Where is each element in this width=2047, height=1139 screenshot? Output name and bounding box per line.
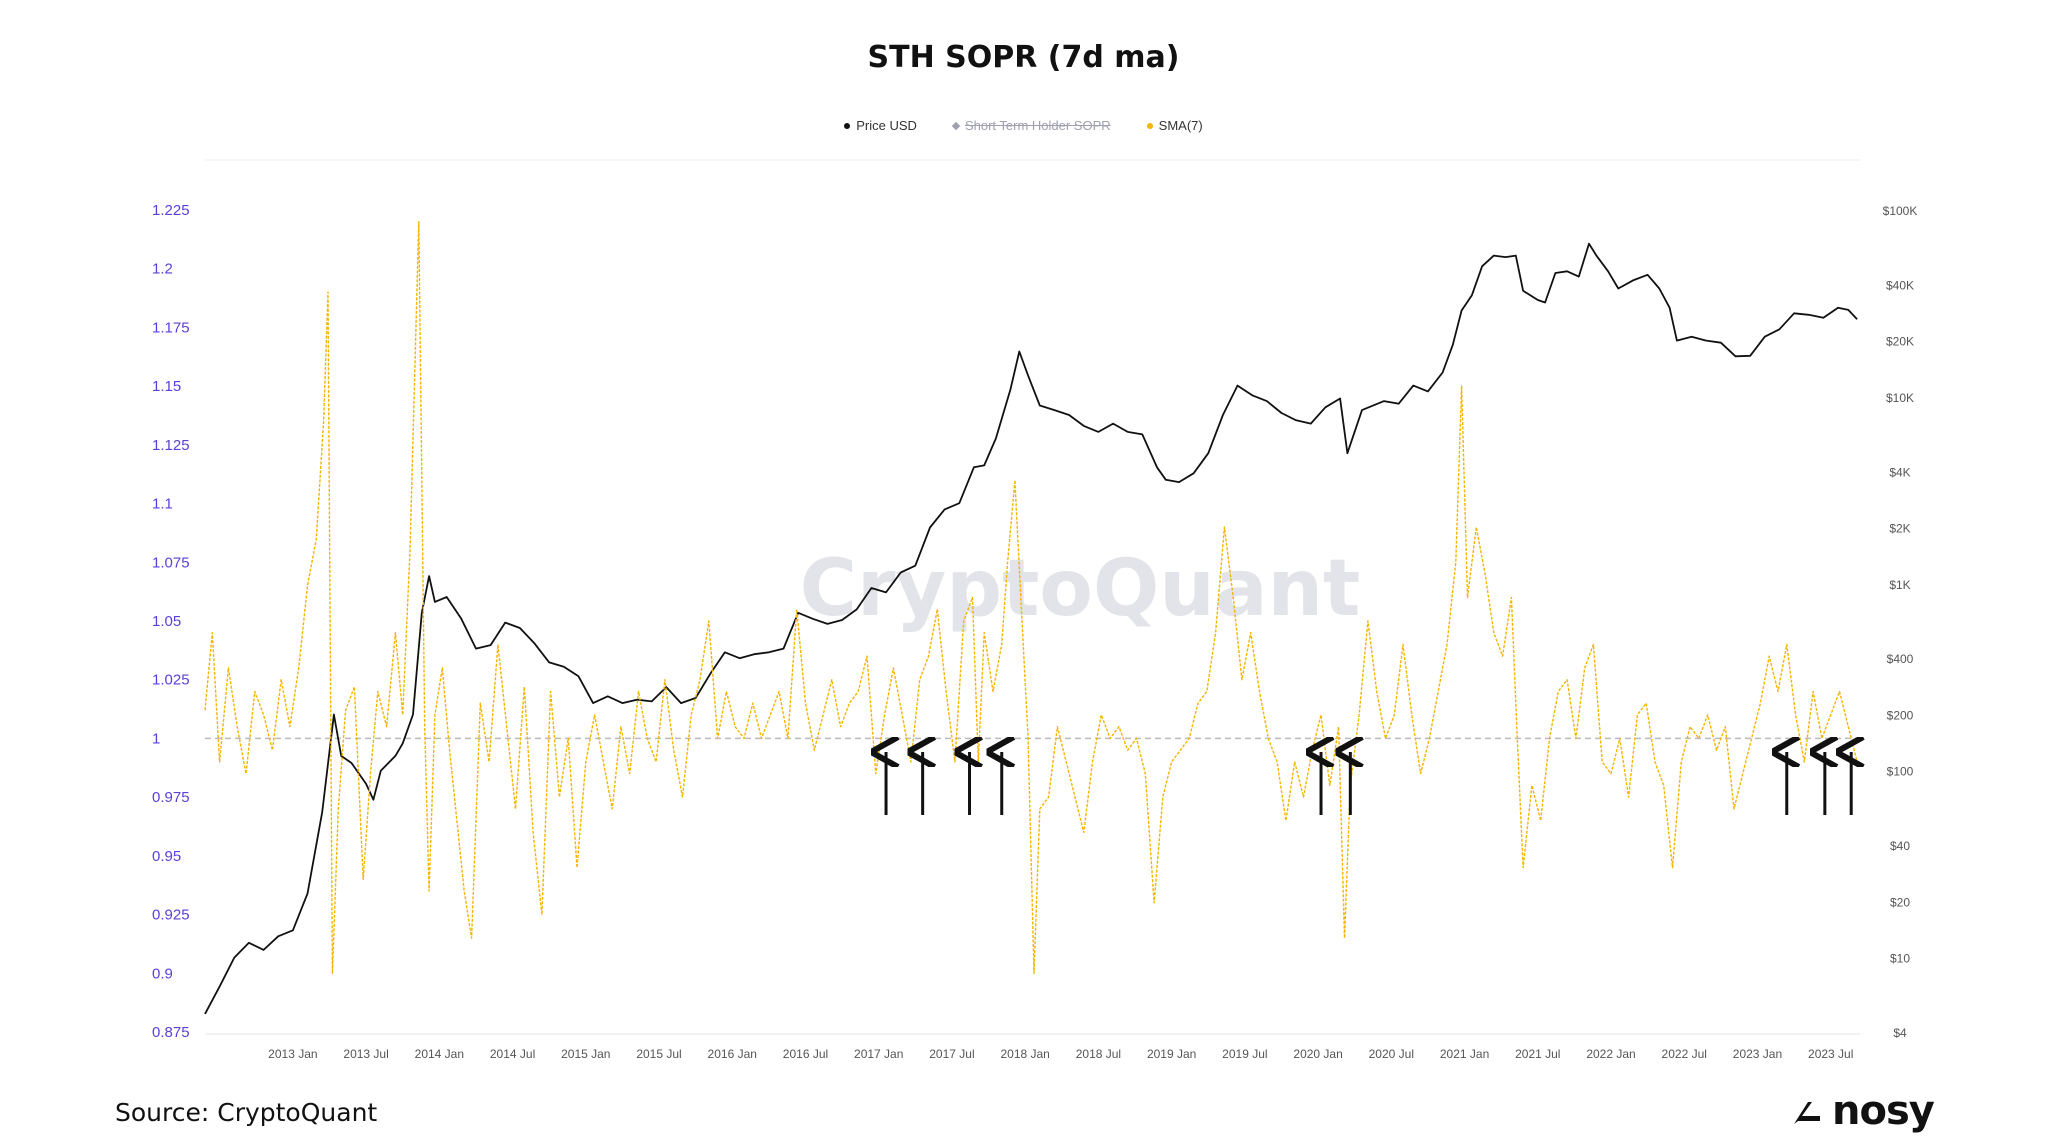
x-tick-label: 2018 Jul	[1076, 1047, 1121, 1061]
right-tick-label: $100	[1887, 765, 1914, 779]
right-tick-label: $100K	[1883, 204, 1918, 218]
right-tick-label: $40	[1890, 839, 1910, 853]
left-tick-label: 0.875	[152, 1024, 190, 1041]
legend-price-marker	[844, 122, 851, 129]
x-tick-label: 2018 Jan	[1000, 1047, 1049, 1061]
legend-item-sma7[interactable]: SMA(7)	[1146, 118, 1203, 133]
left-tick-label: 1.05	[152, 613, 181, 630]
right-tick-label: $10	[1890, 952, 1910, 966]
legend-item-sth-sopr[interactable]: Short Term Holder SOPR	[951, 118, 1111, 133]
x-tick-label: 2022 Jan	[1586, 1047, 1635, 1061]
legend-sth-sopr-label: Short Term Holder SOPR	[964, 118, 1111, 133]
x-tick-label: 2023 Jan	[1733, 1047, 1782, 1061]
left-tick-label: 0.95	[152, 848, 181, 865]
x-tick-label: 2015 Jul	[636, 1047, 681, 1061]
legend-sma7-label: SMA(7)	[1158, 118, 1203, 133]
grid-lines	[205, 159, 1860, 1035]
left-axis: 1.225 1.2 1.175 1.15 1.125 1.1 1.075 1.05 1.025 1…	[152, 202, 190, 1041]
x-tick-label: 2022 Jul	[1662, 1047, 1707, 1061]
left-tick-label: 1.225	[152, 202, 190, 219]
right-tick-label: $1K	[1889, 578, 1910, 592]
series-line-sma-7-	[204, 221, 1858, 974]
arrow-annotations	[886, 752, 1851, 815]
x-tick-label: 2019 Jan	[1147, 1047, 1196, 1061]
x-tick-label: 2016 Jan	[708, 1047, 757, 1061]
x-tick-label: 2021 Jul	[1515, 1047, 1560, 1061]
right-tick-label: $10K	[1886, 391, 1914, 405]
left-tick-label: 1.025	[152, 672, 190, 689]
x-tick-label: 2020 Jul	[1369, 1047, 1414, 1061]
left-tick-label: 1.15	[152, 378, 181, 395]
x-tick-label: 2013 Jan	[268, 1047, 317, 1061]
x-tick-label: 2014 Jul	[490, 1047, 535, 1061]
x-tick-label: 2015 Jan	[561, 1047, 610, 1061]
left-tick-label: 1.125	[152, 437, 190, 454]
x-tick-label: 2016 Jul	[783, 1047, 828, 1061]
brand-logo: nosy	[1790, 1088, 1935, 1134]
x-tick-label: 2017 Jan	[854, 1047, 903, 1061]
x-tick-label: 2014 Jan	[415, 1047, 464, 1061]
right-tick-label: $2K	[1889, 522, 1910, 536]
x-tick-label: 2020 Jan	[1293, 1047, 1342, 1061]
left-tick-label: 1.1	[152, 496, 173, 513]
legend: Price USD Short Term Holder SOPR SMA(7)	[0, 118, 2047, 133]
left-tick-label: 0.9	[152, 965, 173, 982]
right-tick-label: $400	[1887, 652, 1914, 666]
legend-sma7-marker	[1146, 122, 1153, 129]
legend-sth-sopr-marker	[951, 121, 961, 130]
x-tick-label: 2017 Jul	[929, 1047, 974, 1061]
source-caption: Source: CryptoQuant	[115, 1098, 378, 1127]
left-tick-label: 1	[152, 730, 160, 747]
right-tick-label: $200	[1887, 708, 1914, 722]
left-tick-label: 0.925	[152, 907, 190, 924]
legend-price-label: Price USD	[856, 118, 917, 133]
right-tick-label: $4	[1893, 1026, 1907, 1040]
right-tick-label: $20	[1890, 895, 1910, 909]
x-tick-label: 2019 Jul	[1222, 1047, 1267, 1061]
x-axis: 2013 Jan 2013 Jul 2014 Jan 2014 Jul 2015 Jan…	[268, 1047, 1853, 1061]
series-line-price-usd	[204, 242, 1858, 1015]
left-tick-label: 1.075	[152, 554, 190, 571]
left-tick-label: 1.175	[152, 319, 190, 336]
series-group	[204, 221, 1858, 1015]
brand-name: nosy	[1832, 1088, 1935, 1134]
left-tick-label: 1.2	[152, 261, 173, 278]
x-tick-label: 2013 Jul	[343, 1047, 388, 1061]
chart-title: STH SOPR (7d ma)	[867, 40, 1180, 75]
watermark: CryptoQuant	[800, 544, 1361, 634]
right-axis: $100K $40K $20K $10K $4K $2K $1K $400 $200 $100 $4…	[1883, 204, 1918, 1040]
left-tick-label: 0.975	[152, 789, 190, 806]
legend-item-price[interactable]: Price USD	[844, 118, 917, 133]
nosy-logo-icon	[1794, 1102, 1820, 1124]
x-tick-label: 2023 Jul	[1808, 1047, 1853, 1061]
right-tick-label: $4K	[1889, 465, 1910, 479]
right-tick-label: $40K	[1886, 278, 1914, 292]
x-tick-label: 2021 Jan	[1440, 1047, 1489, 1061]
right-tick-label: $20K	[1886, 335, 1914, 349]
